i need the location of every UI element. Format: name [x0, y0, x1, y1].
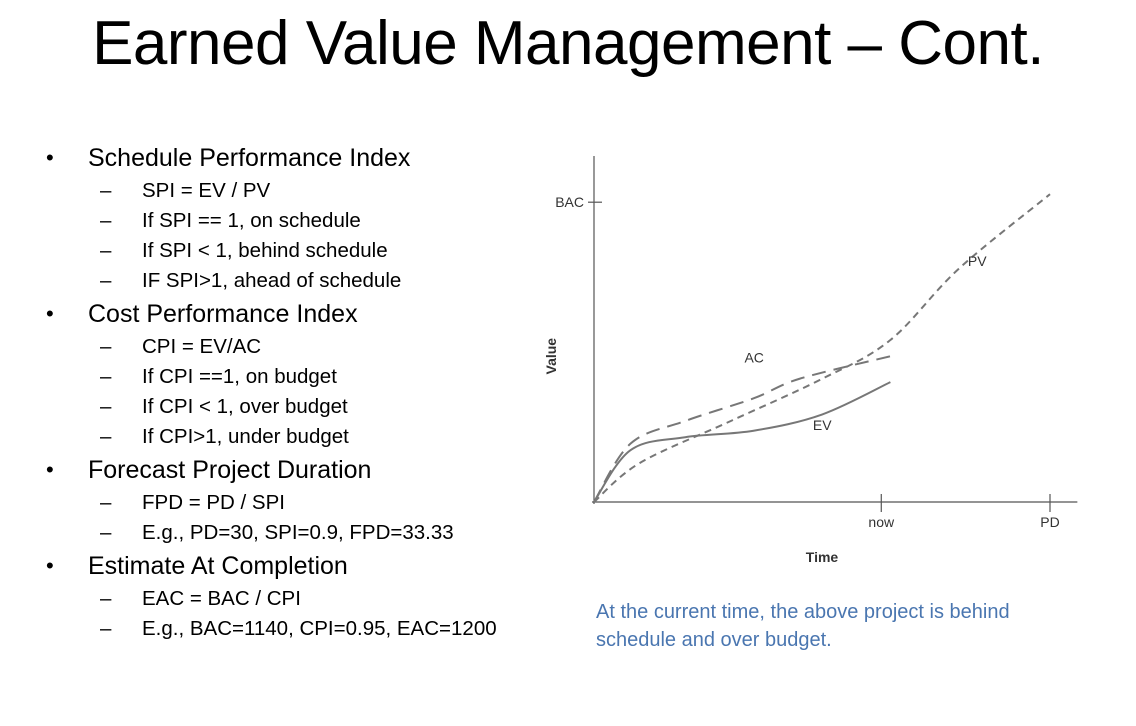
- dash-icon: –: [100, 209, 112, 232]
- sub-item: If SPI < 1, behind schedule: [142, 239, 388, 262]
- series-ac-line: [593, 355, 891, 503]
- series-ev-label: EV: [813, 417, 832, 433]
- section-eac: • Estimate At Completion – EAC = BAC / CPI…: [40, 548, 540, 644]
- series-pv-label: PV: [968, 253, 987, 269]
- sub-item: SPI = EV / PV: [142, 179, 271, 202]
- section-heading: Schedule Performance Index: [88, 143, 411, 172]
- series-pv-line: [593, 193, 1051, 503]
- section-heading: Forecast Project Duration: [88, 455, 372, 484]
- sub-item: If SPI == 1, on schedule: [142, 209, 361, 232]
- ev-chart: BAC now PD Time Value PV AC EV: [530, 148, 1090, 578]
- bac-tick-label: BAC: [555, 194, 584, 210]
- sub-item: If CPI < 1, over budget: [142, 395, 348, 418]
- chart-caption: At the current time, the above project i…: [596, 601, 1010, 651]
- x-axis-label: Time: [806, 549, 839, 565]
- sub-item: EAC = BAC / CPI: [142, 587, 301, 610]
- slide-title: Earned Value Management – Cont.: [92, 9, 1044, 78]
- dash-icon: –: [100, 239, 112, 262]
- dash-icon: –: [100, 425, 112, 448]
- bullet-icon: •: [46, 553, 54, 578]
- now-tick-label: now: [868, 514, 895, 530]
- sub-item: E.g., PD=30, SPI=0.9, FPD=33.33: [142, 521, 454, 544]
- section-heading: Cost Performance Index: [88, 299, 358, 328]
- sub-item: If CPI ==1, on budget: [142, 365, 337, 388]
- y-axis-label: Value: [543, 338, 559, 375]
- dash-icon: –: [100, 491, 112, 514]
- series-ac-label: AC: [744, 350, 763, 366]
- sub-item: IF SPI>1, ahead of schedule: [142, 269, 402, 292]
- dash-icon: –: [100, 179, 112, 202]
- dash-icon: –: [100, 617, 112, 640]
- ev-chart-svg: BAC now PD Time Value PV AC EV: [543, 156, 1078, 565]
- sub-item: CPI = EV/AC: [142, 335, 262, 358]
- sub-item: E.g., BAC=1140, CPI=0.95, EAC=1200: [142, 617, 497, 640]
- section-spi: • Schedule Performance Index – SPI = EV / …: [40, 140, 540, 296]
- dash-icon: –: [100, 269, 112, 292]
- bullet-icon: •: [46, 301, 54, 326]
- dash-icon: –: [100, 521, 112, 544]
- pd-tick-label: PD: [1040, 514, 1059, 530]
- dash-icon: –: [100, 365, 112, 388]
- sub-item: FPD = PD / SPI: [142, 491, 285, 514]
- section-heading: Estimate At Completion: [88, 551, 348, 580]
- dash-icon: –: [100, 335, 112, 358]
- bullet-icon: •: [46, 145, 54, 170]
- dash-icon: –: [100, 587, 112, 610]
- section-cpi: • Cost Performance Index – CPI = EV/AC – If…: [40, 296, 540, 452]
- bullet-list: • Schedule Performance Index – SPI = EV / …: [40, 140, 540, 644]
- series-ev-line: [593, 381, 891, 503]
- dash-icon: –: [100, 395, 112, 418]
- section-fpd: • Forecast Project Duration – FPD = PD / S…: [40, 452, 540, 548]
- bullet-icon: •: [46, 457, 54, 482]
- sub-item: If CPI>1, under budget: [142, 425, 349, 448]
